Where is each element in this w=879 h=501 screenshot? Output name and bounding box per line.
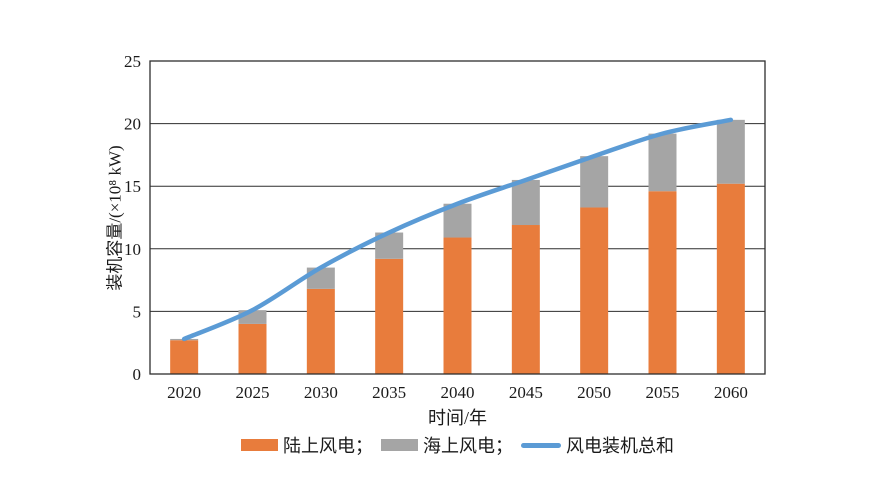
x-tick-label-2055: 2055: [646, 383, 680, 402]
x-tick-label-2030: 2030: [304, 383, 338, 402]
x-tick-label-2035: 2035: [372, 383, 406, 402]
y-tick-label-25: 25: [124, 52, 141, 71]
legend-item-total: 风电装机总和: [521, 432, 674, 458]
legend: 陆上风电； 海上风电； 风电装机总和: [150, 432, 765, 458]
onshore-swatch-icon: [241, 439, 278, 451]
total-line-swatch-icon: [521, 442, 561, 448]
legend-label-onshore: 陆上风电；: [283, 436, 373, 456]
offshore-swatch-icon: [381, 439, 418, 451]
bar-offshore-2060: [716, 119, 745, 184]
y-tick-label-0: 0: [133, 365, 142, 384]
x-tick-label-2050: 2050: [577, 383, 611, 402]
legend-label-total: 风电装机总和: [566, 436, 674, 456]
bar-onshore-2050: [580, 207, 609, 374]
bar-offshore-2050: [580, 156, 609, 208]
y-tick-label-20: 20: [124, 115, 141, 134]
bar-onshore-2030: [306, 288, 335, 374]
x-tick-label-2025: 2025: [236, 383, 270, 402]
bar-offshore-2045: [511, 179, 540, 226]
x-tick-label-2020: 2020: [167, 383, 201, 402]
x-tick-label-2040: 2040: [441, 383, 475, 402]
legend-item-onshore: 陆上风电；: [241, 432, 373, 458]
bar-onshore-2020: [170, 340, 199, 374]
bar-onshore-2055: [648, 191, 677, 374]
bar-onshore-2035: [375, 258, 404, 374]
bar-offshore-2055: [648, 133, 677, 192]
y-tick-label-10: 10: [124, 240, 141, 259]
total-line: [181, 117, 734, 342]
bar-onshore-2045: [511, 225, 540, 374]
y-tick-label-15: 15: [124, 177, 141, 196]
y-axis-label: 装机容量/(×10⁸ kW): [105, 145, 125, 291]
x-axis-label: 时间/年: [427, 408, 487, 428]
bar-onshore-2040: [443, 237, 472, 374]
bar-offshore-2030: [306, 267, 335, 289]
bar-onshore-2025: [238, 323, 267, 374]
y-tick-label-5: 5: [133, 302, 142, 321]
plot-border: [149, 60, 766, 375]
legend-item-offshore: 海上风电；: [381, 432, 513, 458]
legend-label-offshore: 海上风电；: [423, 436, 513, 456]
x-tick-label-2060: 2060: [714, 383, 748, 402]
bar-onshore-2060: [716, 183, 745, 374]
x-tick-label-2045: 2045: [509, 383, 543, 402]
